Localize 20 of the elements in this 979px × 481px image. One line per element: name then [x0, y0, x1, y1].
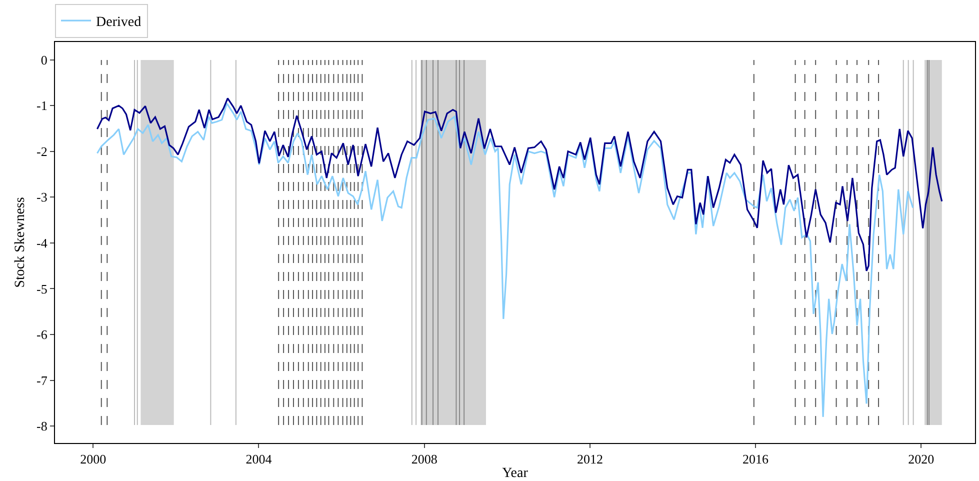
y-tick-label: -3: [36, 190, 48, 205]
y-axis-title: Stock Skewness: [13, 197, 28, 288]
x-tick-label: 2016: [742, 452, 770, 467]
x-tick-label: 2008: [411, 452, 438, 467]
x-tick-label: 2020: [908, 452, 934, 467]
y-tick-label: -4: [36, 236, 48, 251]
line-series: [96, 102, 914, 418]
legend-label: Derived: [96, 15, 142, 30]
y-tick-label: 0: [40, 52, 48, 68]
y-tick-label: -2: [36, 144, 48, 159]
y-tick-label: -8: [36, 418, 48, 434]
x-tick-label: 2004: [246, 452, 272, 467]
y-tick-label: -1: [36, 98, 48, 114]
x-tick-label: 2012: [576, 452, 603, 467]
line-series: [96, 98, 943, 272]
x-axis-title: Year: [502, 466, 528, 481]
y-tick-label: -5: [36, 281, 48, 296]
y-tick-label: -6: [36, 327, 48, 342]
x-tick-label: 2000: [80, 452, 106, 467]
y-tick-label: -7: [36, 372, 48, 388]
